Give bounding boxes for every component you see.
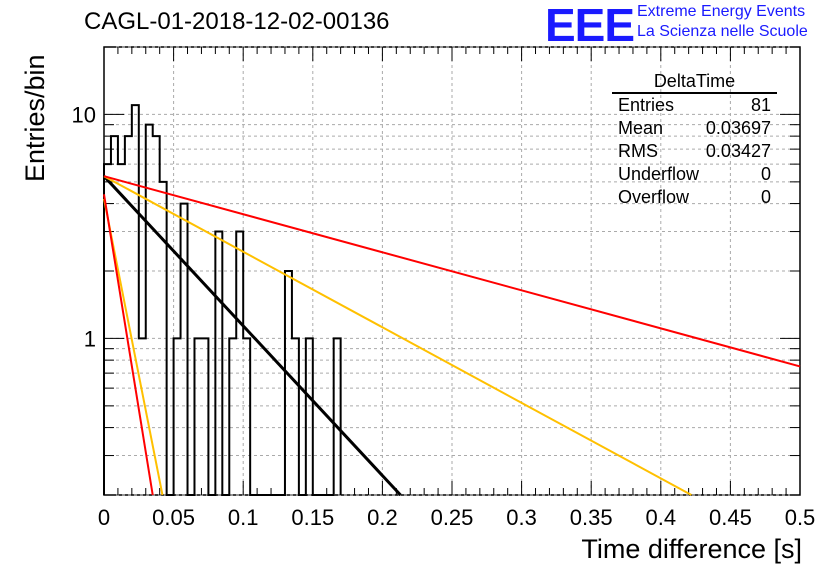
histogram-bin — [236, 232, 243, 495]
x-tick-labels: 0 0.05 0.1 0.15 0.2 0.25 0.3 0.35 0.4 0.45 0.5 — [98, 505, 815, 530]
stats-row-mean: Mean 0.03697 — [612, 117, 777, 140]
histogram-bin — [201, 338, 208, 495]
fit-line — [103, 194, 154, 496]
stats-value: 0.03697 — [705, 118, 771, 138]
histogram-bin — [215, 232, 222, 495]
histogram-bars — [103, 104, 342, 496]
histogram-bin — [181, 204, 188, 495]
stats-value: 81 — [750, 95, 771, 115]
histogram-bin — [243, 338, 250, 495]
histogram-bin — [132, 105, 139, 495]
eee-logo: EEE — [545, 0, 635, 51]
x-tick-label: 0.2 — [367, 505, 398, 530]
logo-caption-line2: La Scienza nelle Scuole — [637, 23, 808, 40]
histogram-bin — [229, 338, 236, 495]
x-tick-label: 0.3 — [506, 505, 537, 530]
stats-value: 0.03427 — [705, 141, 771, 161]
stats-row-underflow: Underflow 0 — [612, 163, 777, 186]
stats-label: Overflow — [618, 187, 690, 207]
axis-ticks — [103, 46, 801, 496]
x-tick-label: 0.35 — [570, 505, 613, 530]
stats-box: DeltaTime Entries 81 Mean 0.03697 RMS 0.… — [612, 70, 777, 209]
y-axis-label: Entries/bin — [20, 54, 50, 182]
stats-label: Underflow — [618, 164, 700, 184]
stats-row-overflow: Overflow 0 — [612, 186, 777, 209]
histogram-bin — [194, 338, 201, 495]
x-tick-label: 0.4 — [646, 505, 677, 530]
histogram-bin — [174, 338, 181, 495]
stats-value: 0 — [760, 164, 771, 184]
run-title: CAGL-01-2018-12-02-00136 — [84, 8, 390, 35]
fit-line — [103, 175, 692, 496]
x-tick-label: 0.1 — [228, 505, 259, 530]
x-axis-label: Time difference [s] — [581, 534, 802, 564]
y-tick-label: 1 — [84, 326, 96, 351]
fit-lines — [102, 175, 801, 497]
stats-value: 0 — [760, 187, 771, 207]
stats-row-entries: Entries 81 — [612, 94, 777, 117]
histogram-bin — [292, 338, 299, 495]
y-tick-label: 10 — [72, 102, 96, 127]
histogram-bin — [285, 271, 292, 495]
x-tick-label: 0.25 — [431, 505, 474, 530]
histogram-bin — [306, 338, 313, 495]
x-tick-label: 0.15 — [291, 505, 334, 530]
fit-line — [103, 175, 801, 368]
stats-label: RMS — [618, 141, 658, 161]
logo-caption-line1: Extreme Energy Events — [637, 3, 806, 20]
stats-label: Mean — [618, 118, 664, 138]
x-tick-label: 0.05 — [152, 505, 195, 530]
x-tick-label: 0.45 — [709, 505, 752, 530]
x-tick-label: 0.5 — [785, 505, 816, 530]
histogram-outline — [103, 104, 342, 496]
stats-title: DeltaTime — [612, 70, 777, 94]
histogram-bin — [334, 338, 341, 495]
stats-label: Entries — [618, 95, 675, 115]
fit-line — [102, 175, 402, 497]
histogram-bin — [118, 164, 125, 495]
stats-row-rms: RMS 0.03427 — [612, 140, 777, 163]
y-tick-labels: 1 10 — [72, 102, 96, 351]
x-tick-label: 0 — [98, 505, 110, 530]
histogram-bin — [160, 182, 167, 495]
